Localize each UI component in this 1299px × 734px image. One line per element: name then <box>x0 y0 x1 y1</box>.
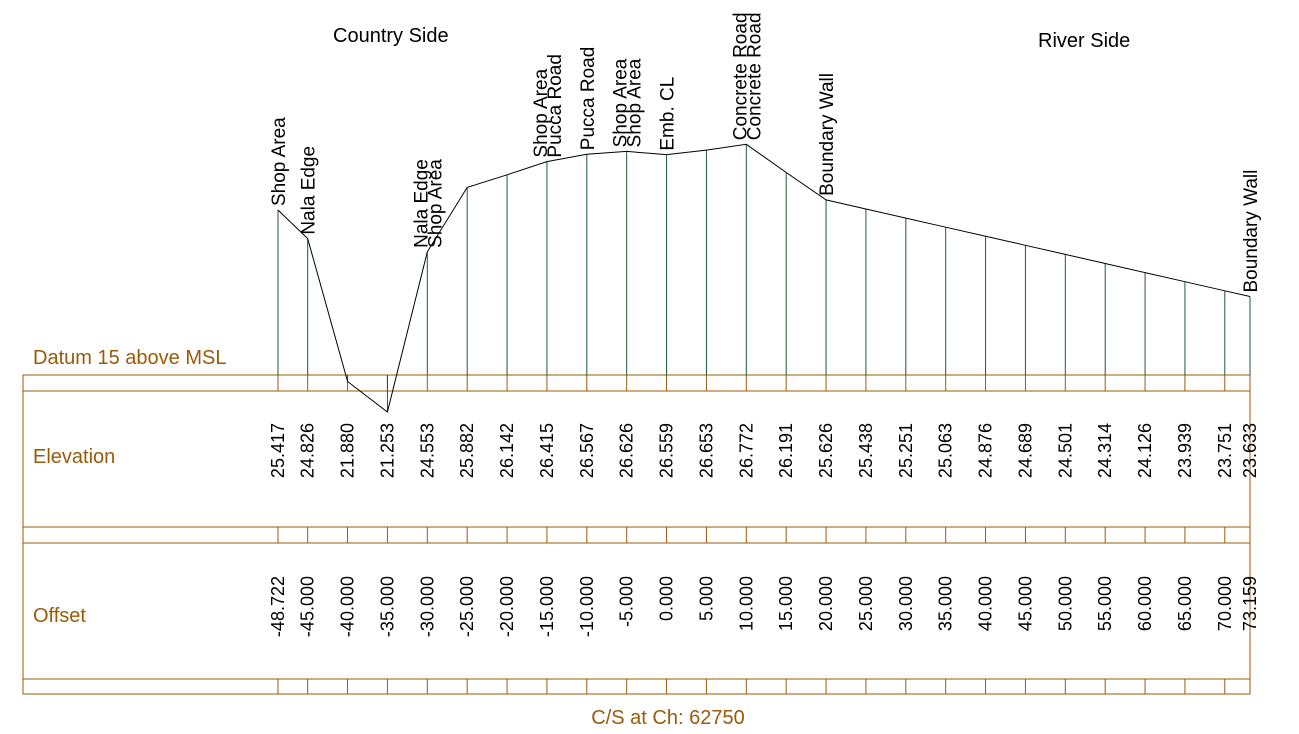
data-band-frame <box>22 374 1251 695</box>
elevation-values: 25.417 24.826 21.880 21.253 24.553 25.882 26.1… <box>268 423 1260 478</box>
offset-value: -10.000 <box>577 576 597 637</box>
elevation-row-label: Elevation <box>33 446 115 468</box>
offset-value: 65.000 <box>1175 576 1195 631</box>
offset-value: 70.000 <box>1215 576 1235 631</box>
elevation-value: 26.567 <box>577 423 597 478</box>
elevation-value: 24.689 <box>1015 423 1035 478</box>
offset-value: -40.000 <box>338 576 358 637</box>
feature-label: Boundary Wall <box>1241 170 1262 293</box>
elevation-value: 26.626 <box>617 423 637 478</box>
offset-value: -25.000 <box>457 576 477 637</box>
elevation-value: 25.626 <box>816 423 836 478</box>
elevation-value: 21.253 <box>377 423 397 478</box>
offset-value: -20.000 <box>497 576 517 637</box>
elevation-value: 23.633 <box>1240 423 1260 478</box>
elevation-value: 23.939 <box>1175 423 1195 478</box>
elevation-value: 25.882 <box>457 423 477 478</box>
offset-row-label: Offset <box>33 605 86 627</box>
offset-value: -48.722 <box>268 576 288 637</box>
elevation-value: 26.191 <box>776 423 796 478</box>
feature-label: Concrete Road <box>730 12 751 140</box>
offset-value: 35.000 <box>936 576 956 631</box>
river-side-label: River Side <box>1038 30 1130 52</box>
offset-value: 55.000 <box>1095 576 1115 631</box>
elevation-value: 24.314 <box>1095 423 1115 478</box>
offset-value: 5.000 <box>696 576 716 621</box>
elevation-value: 24.826 <box>298 423 318 478</box>
feature-label: Nala Edge <box>299 146 320 235</box>
elevation-value: 24.501 <box>1055 423 1075 478</box>
offset-value: 10.000 <box>736 576 756 631</box>
station-lines <box>277 144 1251 412</box>
elevation-value: 24.126 <box>1135 423 1155 478</box>
offset-value: -30.000 <box>417 576 437 637</box>
elevation-value: 25.417 <box>268 423 288 478</box>
feature-label: Shop Area <box>269 117 290 206</box>
offset-value: 20.000 <box>816 576 836 631</box>
elevation-value: 24.553 <box>417 423 437 478</box>
elevation-value: 26.142 <box>497 423 517 478</box>
band-strip <box>22 374 1251 392</box>
elevation-value: 25.063 <box>936 423 956 478</box>
elevation-value: 21.880 <box>338 423 358 478</box>
feature-label: Pucca Road <box>545 54 566 158</box>
offset-value: 15.000 <box>776 576 796 631</box>
feature-label: Emb. CL <box>658 77 679 151</box>
elevation-value: 26.415 <box>537 423 557 478</box>
offset-value: 30.000 <box>896 576 916 631</box>
offset-value: 40.000 <box>976 576 996 631</box>
offset-value: 45.000 <box>1015 576 1035 631</box>
elevation-value: 25.438 <box>856 423 876 478</box>
offset-value: 50.000 <box>1055 576 1075 631</box>
band-strip <box>22 678 1251 695</box>
feature-label: Shop Area <box>531 68 552 157</box>
feature-label: Shop Area <box>611 58 632 147</box>
offset-value: -15.000 <box>537 576 557 637</box>
offset-value: 25.000 <box>856 576 876 631</box>
offset-values: -48.722 -45.000 -40.000 -35.000 -30.000 -25.0… <box>268 576 1260 637</box>
elevation-value: 25.251 <box>896 423 916 478</box>
offset-value: 60.000 <box>1135 576 1155 631</box>
ground-profile <box>277 143 1251 413</box>
feature-label: Concrete Road <box>744 12 765 140</box>
elevation-value: 23.751 <box>1215 423 1235 478</box>
offset-value: -45.000 <box>298 576 318 637</box>
offset-value: 0.000 <box>657 576 677 621</box>
datum-label: Datum 15 above MSL <box>33 347 226 369</box>
feature-label: Pucca Road <box>578 47 599 151</box>
elevation-value: 26.653 <box>696 423 716 478</box>
feature-label: Shop Area <box>425 159 446 248</box>
band-strip <box>22 526 1251 544</box>
country-side-label: Country Side <box>333 25 449 47</box>
elevation-value: 24.876 <box>976 423 996 478</box>
elevation-value: 26.772 <box>736 423 756 478</box>
feature-label: Shop Area <box>625 58 646 147</box>
feature-label: Nala Edge <box>411 159 432 248</box>
feature-label: Boundary Wall <box>817 73 838 196</box>
elevation-value: 26.559 <box>657 423 677 478</box>
offset-value: 73.159 <box>1240 576 1260 631</box>
ground-profile-line <box>277 143 1251 413</box>
offset-value: -5.000 <box>617 576 637 627</box>
offset-value: -35.000 <box>377 576 397 637</box>
section-caption: C/S at Ch: 62750 <box>591 707 744 729</box>
